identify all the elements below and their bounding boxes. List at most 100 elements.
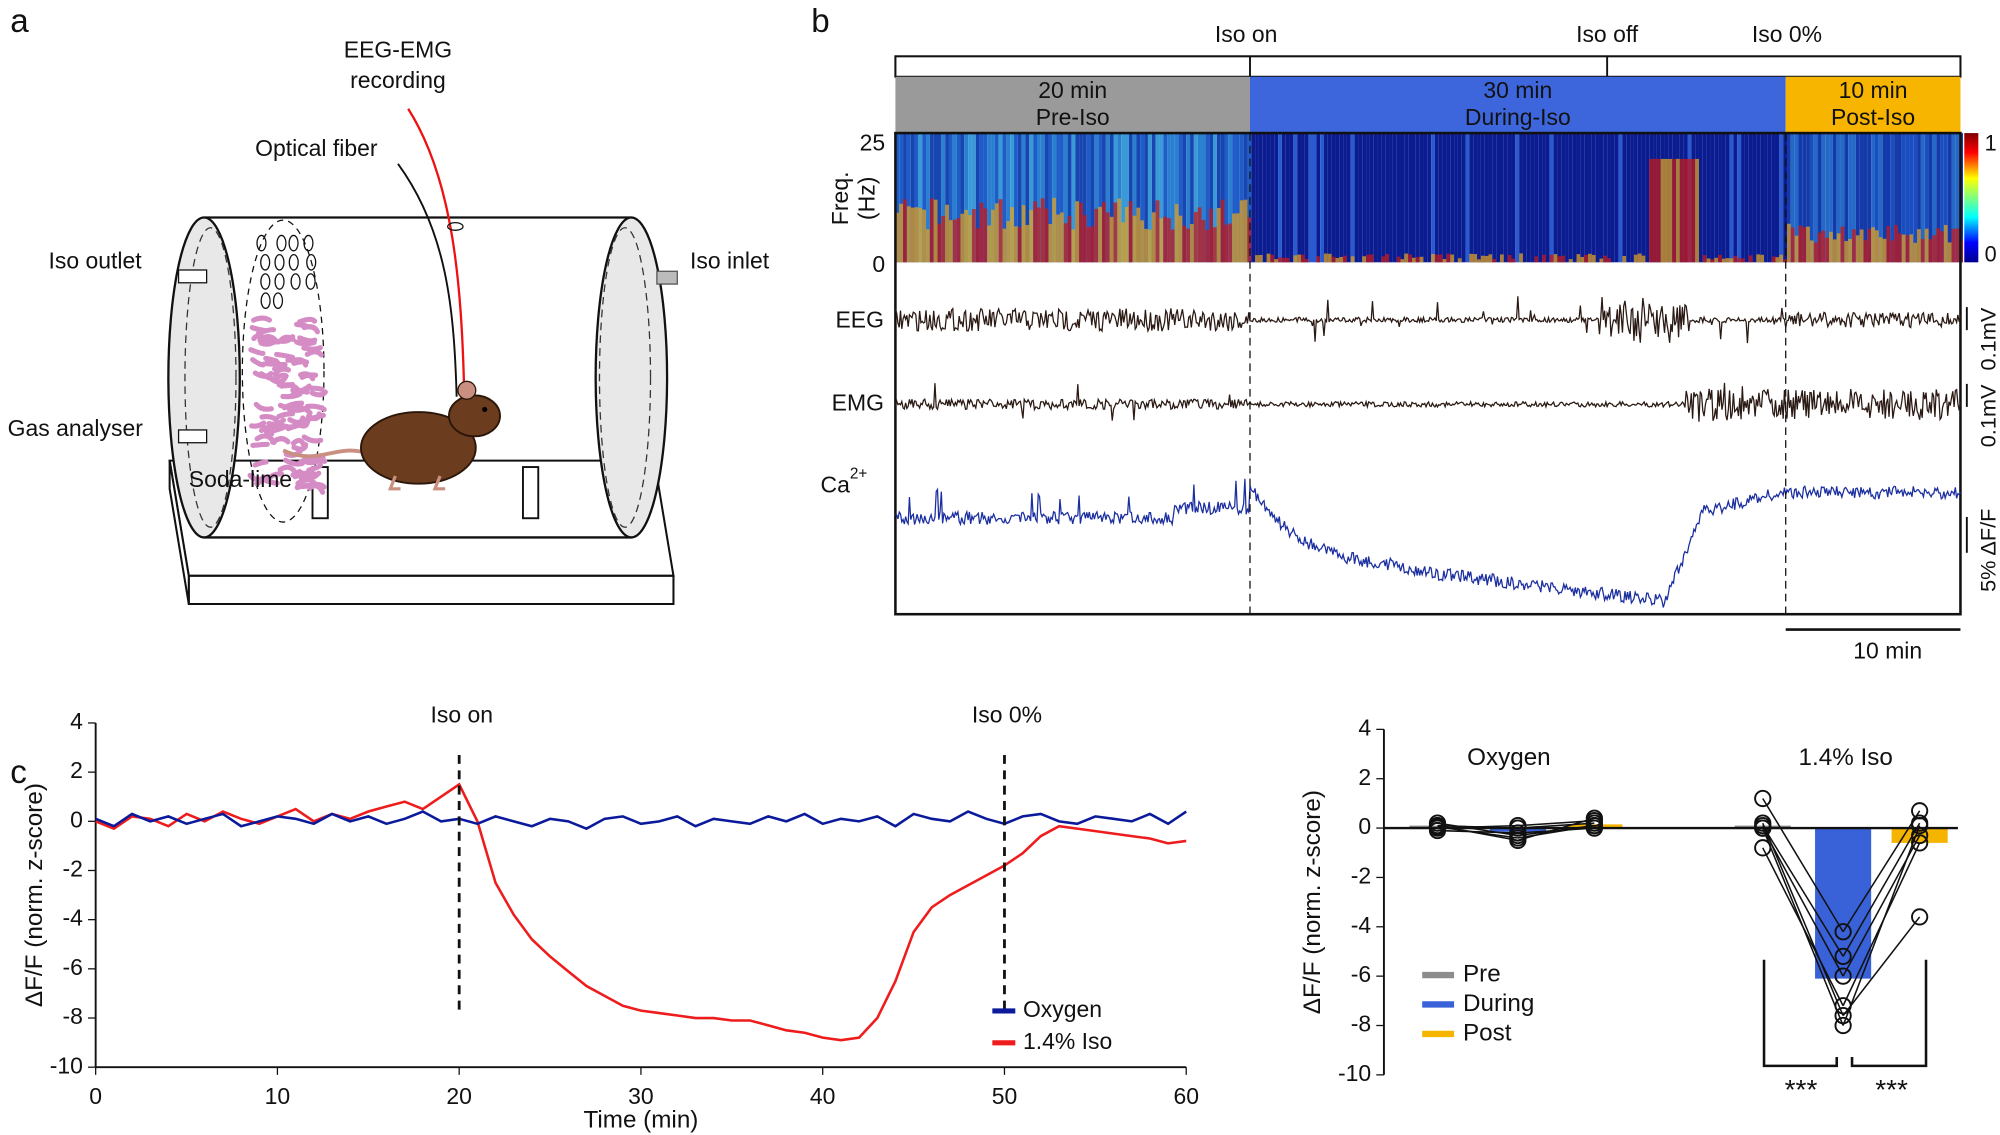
annotation-label: Iso 0% [972,702,1042,728]
spectro-col [1205,133,1210,263]
soda-lime [306,462,323,473]
soda-lime [290,383,312,394]
spectro-hot [910,207,915,263]
spectro-hot [1163,216,1168,263]
phase-name: Post-Iso [1831,104,1915,130]
spectro-col [1044,133,1049,263]
hole [303,234,314,252]
panel-label: a [10,3,29,40]
spectro-col [1102,133,1106,263]
spectro-hot [1951,228,1956,263]
spectro-col [1014,133,1018,263]
spectro-col [1029,133,1034,263]
marker-strip [894,55,1962,78]
spectro-col [1369,133,1374,263]
spectro-hot [1806,226,1810,263]
y-tick-label: 0 [70,806,83,832]
spectro-col [1549,133,1554,263]
spectro-hot [975,228,980,263]
soda-lime [292,470,314,480]
spectro-hot [1821,230,1826,263]
soda-lime [294,482,316,491]
spectro-col [1021,133,1026,263]
spectro-col [1289,133,1294,263]
left-end [167,216,241,539]
spectro-col [1496,133,1500,263]
spectro-col [1316,133,1321,263]
spectro-col [1698,133,1703,263]
spectro-col [1484,133,1489,263]
spectro-hot [903,199,907,263]
spectro-hot [987,225,992,263]
spectro-col [1025,133,1030,263]
spectro-hot [1056,214,1060,263]
spectro-col [1220,133,1225,263]
mouse-head [448,394,501,438]
spectro-col [1170,133,1175,263]
spectro-hot [1794,235,1799,263]
spectro-hot [1936,228,1941,263]
eeg-trace [894,296,1962,344]
spectro-hot [1855,235,1860,263]
platform-front [187,574,675,605]
y-tick-label: -2 [1351,862,1371,888]
spectro-col [1392,133,1397,263]
spectro-hot [1779,254,1784,263]
spectro-col [1622,133,1627,263]
spectro-col [1209,133,1214,263]
phase-band [895,76,1250,134]
spectro-hot [1859,229,1864,263]
spectro-hot [1232,213,1236,263]
soda-lime [303,412,326,423]
spectro-hot [1848,238,1853,263]
spectro-col [1297,133,1302,263]
spectro-hot [1607,258,1611,263]
spectro-hot [1323,253,1328,263]
spectro-col [1940,133,1944,263]
spectro-hot [1316,256,1321,263]
y-tick-label: 2 [1358,764,1371,790]
spectro-col [1385,133,1390,263]
spectro-col [1140,133,1145,263]
spectro-col [971,133,976,263]
marker-label: Iso off [1576,21,1639,47]
freq-label: (Hz) [854,177,880,220]
spectro-col [1756,133,1761,263]
soda-lime [249,325,269,334]
spectro-hot [1136,207,1141,263]
spectro-col [929,133,934,263]
spectro-hot [1170,229,1175,263]
spectro-hot [933,199,938,263]
spectro-hot [1216,207,1221,263]
spectro-col [1400,133,1405,263]
y-tick-label: -2 [63,856,83,882]
spectro-col [1871,133,1875,263]
spectro-col [1729,133,1734,263]
spectro-col [1216,133,1221,263]
spectro-hot [1714,257,1719,263]
spectro-hot [1167,218,1171,263]
spectro-col [1346,133,1351,263]
mouse-foot [432,475,446,491]
subject-link [1842,822,1921,957]
spectro-col [1002,133,1007,263]
spectro-col [948,133,953,263]
spectro-hot [1105,212,1110,263]
subject-link [1762,827,1844,977]
spectro-col [914,133,919,263]
spectro-hot [1450,254,1455,263]
spectro-col [1082,133,1087,263]
spectro-col [1503,133,1508,263]
apparatus-label: Iso inlet [690,247,770,273]
spectro-hot [1664,158,1669,263]
spectro-col [1446,133,1451,263]
soda-lime [285,421,308,432]
spectro-hot [1297,254,1302,263]
spectro-col [1538,133,1543,263]
spectro-col [1809,133,1814,263]
spectro-hot [1825,237,1830,263]
spectro-col [1442,133,1447,263]
spectro-col [1404,133,1409,263]
subject-link [1762,798,1844,933]
sig-bracket [1762,959,1839,1068]
